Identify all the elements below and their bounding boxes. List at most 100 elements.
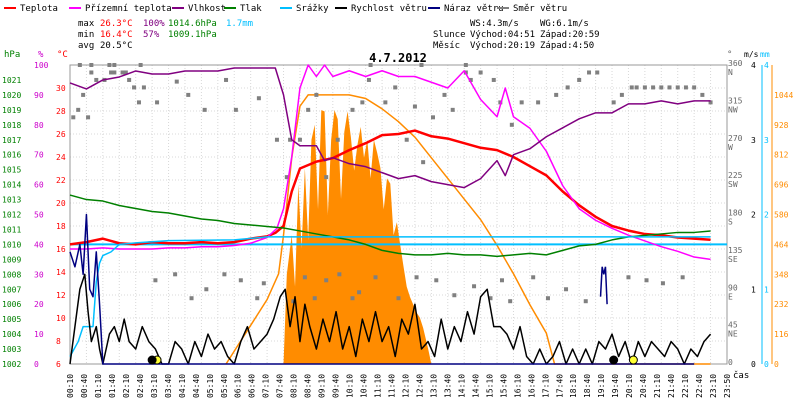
pressure-tick-label: 1002 [2, 360, 21, 369]
wind-direction-point [536, 100, 541, 105]
x-tick-label: 02:10 [122, 374, 131, 398]
x-tick-label: 04:10 [178, 374, 187, 398]
humidity-tick-label: 60 [34, 181, 44, 190]
direction-tick-name: E [728, 292, 733, 301]
x-tick-label: 22:40 [695, 374, 704, 398]
wind-direction-point [373, 275, 378, 280]
x-tick-label: 18:10 [569, 374, 578, 398]
pressure-tick-label: 1006 [2, 300, 21, 309]
temperature-tick-label: 24 [56, 153, 66, 162]
legend-label: Vlhkost [188, 4, 226, 14]
series-line [69, 213, 695, 365]
x-tick-label: 07:40 [276, 374, 285, 398]
wind-direction-point [368, 63, 373, 67]
legend-label: Tlak [240, 4, 262, 14]
x-tick-label: 02:40 [136, 374, 145, 398]
x-tick-label: 20:40 [639, 374, 648, 398]
wind-direction-point [531, 275, 536, 280]
stat-max-rain: 1.7mm [226, 19, 253, 29]
wind-direction-point [357, 290, 362, 295]
x-tick-label: 09:10 [318, 374, 327, 398]
direction-tick-name: S [728, 218, 733, 227]
wind-direction-point [419, 63, 424, 67]
stat-avg-label: avg [78, 41, 94, 51]
series-line [69, 67, 711, 189]
pressure-tick-label: 1015 [2, 166, 21, 175]
humidity-tick-label: 50 [34, 211, 44, 220]
x-tick-label: 14:40 [471, 374, 480, 398]
temperature-tick-label: 28 [56, 107, 66, 116]
x-tick-label: 01:40 [108, 374, 117, 398]
wind-direction-point [77, 63, 82, 67]
wind-axis-unit: m/s [744, 50, 759, 59]
stat-min-hum: 57% [143, 30, 160, 40]
temperature-tick-label: 8 [56, 337, 61, 346]
rain-rate-tick-label: 928 [774, 121, 789, 130]
wind-direction-point [491, 77, 496, 82]
wind-direction-point [337, 272, 342, 277]
direction-tick-label: 0 [728, 358, 733, 367]
humidity-tick-label: 100 [34, 61, 49, 70]
wind-direction-point [667, 85, 672, 90]
wind-direction-point [132, 85, 137, 90]
temperature-tick-label: 16 [56, 245, 66, 254]
direction-tick-label: 315 [728, 96, 743, 105]
wind-direction-point [120, 70, 125, 75]
wind-direction-point [468, 77, 473, 82]
pressure-tick-label: 1003 [2, 345, 21, 354]
x-tick-label: 21:40 [667, 374, 676, 398]
gust-peak-line [599, 266, 608, 305]
wind-direction-point [478, 70, 483, 75]
x-tick-label: 16:10 [513, 374, 522, 398]
pressure-tick-label: 1008 [2, 270, 21, 279]
wind-direction-point [238, 278, 243, 283]
wind-direction-point [434, 278, 439, 283]
x-tick-label: 05:10 [206, 374, 215, 398]
wind-direction-point [155, 100, 160, 105]
wind-direction-point [611, 100, 616, 105]
wind-direction-point [302, 275, 307, 280]
wind-direction-point [660, 281, 665, 286]
wind-direction-point [383, 100, 388, 105]
wind-direction-point [404, 137, 409, 142]
direction-tick-name: NE [728, 330, 738, 339]
wind-direction-point [683, 85, 688, 90]
wind-direction-point [619, 92, 624, 97]
wind-tick-label: 0 [751, 360, 756, 369]
x-tick-label: 00:10 [66, 374, 75, 398]
wind-direction-point [324, 278, 329, 283]
pressure-tick-label: 1010 [2, 240, 21, 249]
info-ws: WS:4.3m/s [470, 19, 519, 29]
wind-direction-point [519, 100, 524, 105]
pressure-tick-label: 1017 [2, 136, 21, 145]
wind-direction-point [335, 137, 340, 142]
wind-direction-point [256, 96, 261, 101]
wind-direction-point [564, 287, 569, 292]
wind-direction-point [659, 85, 664, 90]
x-tick-label: 13:40 [443, 374, 452, 398]
wind-direction-point [71, 115, 76, 120]
wind-direction-point [288, 137, 293, 142]
wind-direction-point [76, 107, 81, 112]
x-tick-label: 03:10 [150, 374, 159, 398]
series-line [69, 236, 711, 357]
wind-direction-point [189, 296, 194, 301]
direction-tick-name: W [728, 143, 733, 152]
info-moon-label: Měsíc [433, 41, 460, 51]
direction-tick-name: N [728, 68, 733, 77]
axes: hPa1002100310041005100610071008100910101… [2, 50, 793, 398]
wind-tick-label: 3 [751, 136, 756, 145]
direction-tick-label: 135 [728, 246, 743, 255]
stat-max-hum: 100% [143, 19, 165, 29]
series-line [69, 273, 712, 365]
wind-direction-point [450, 107, 455, 112]
wind-direction-point [442, 92, 447, 97]
chart-title: 4.7.2012 [369, 51, 427, 65]
wind-direction-point [499, 278, 504, 283]
direction-tick-label: 270 [728, 134, 743, 143]
direction-tick-label: 45 [728, 321, 738, 330]
info-block: WS:4.3m/s WG:6.1m/s Slunce Východ:04:51 … [433, 19, 600, 51]
x-tick-label: 09:40 [332, 374, 341, 398]
temperature-tick-label: 12 [56, 291, 66, 300]
